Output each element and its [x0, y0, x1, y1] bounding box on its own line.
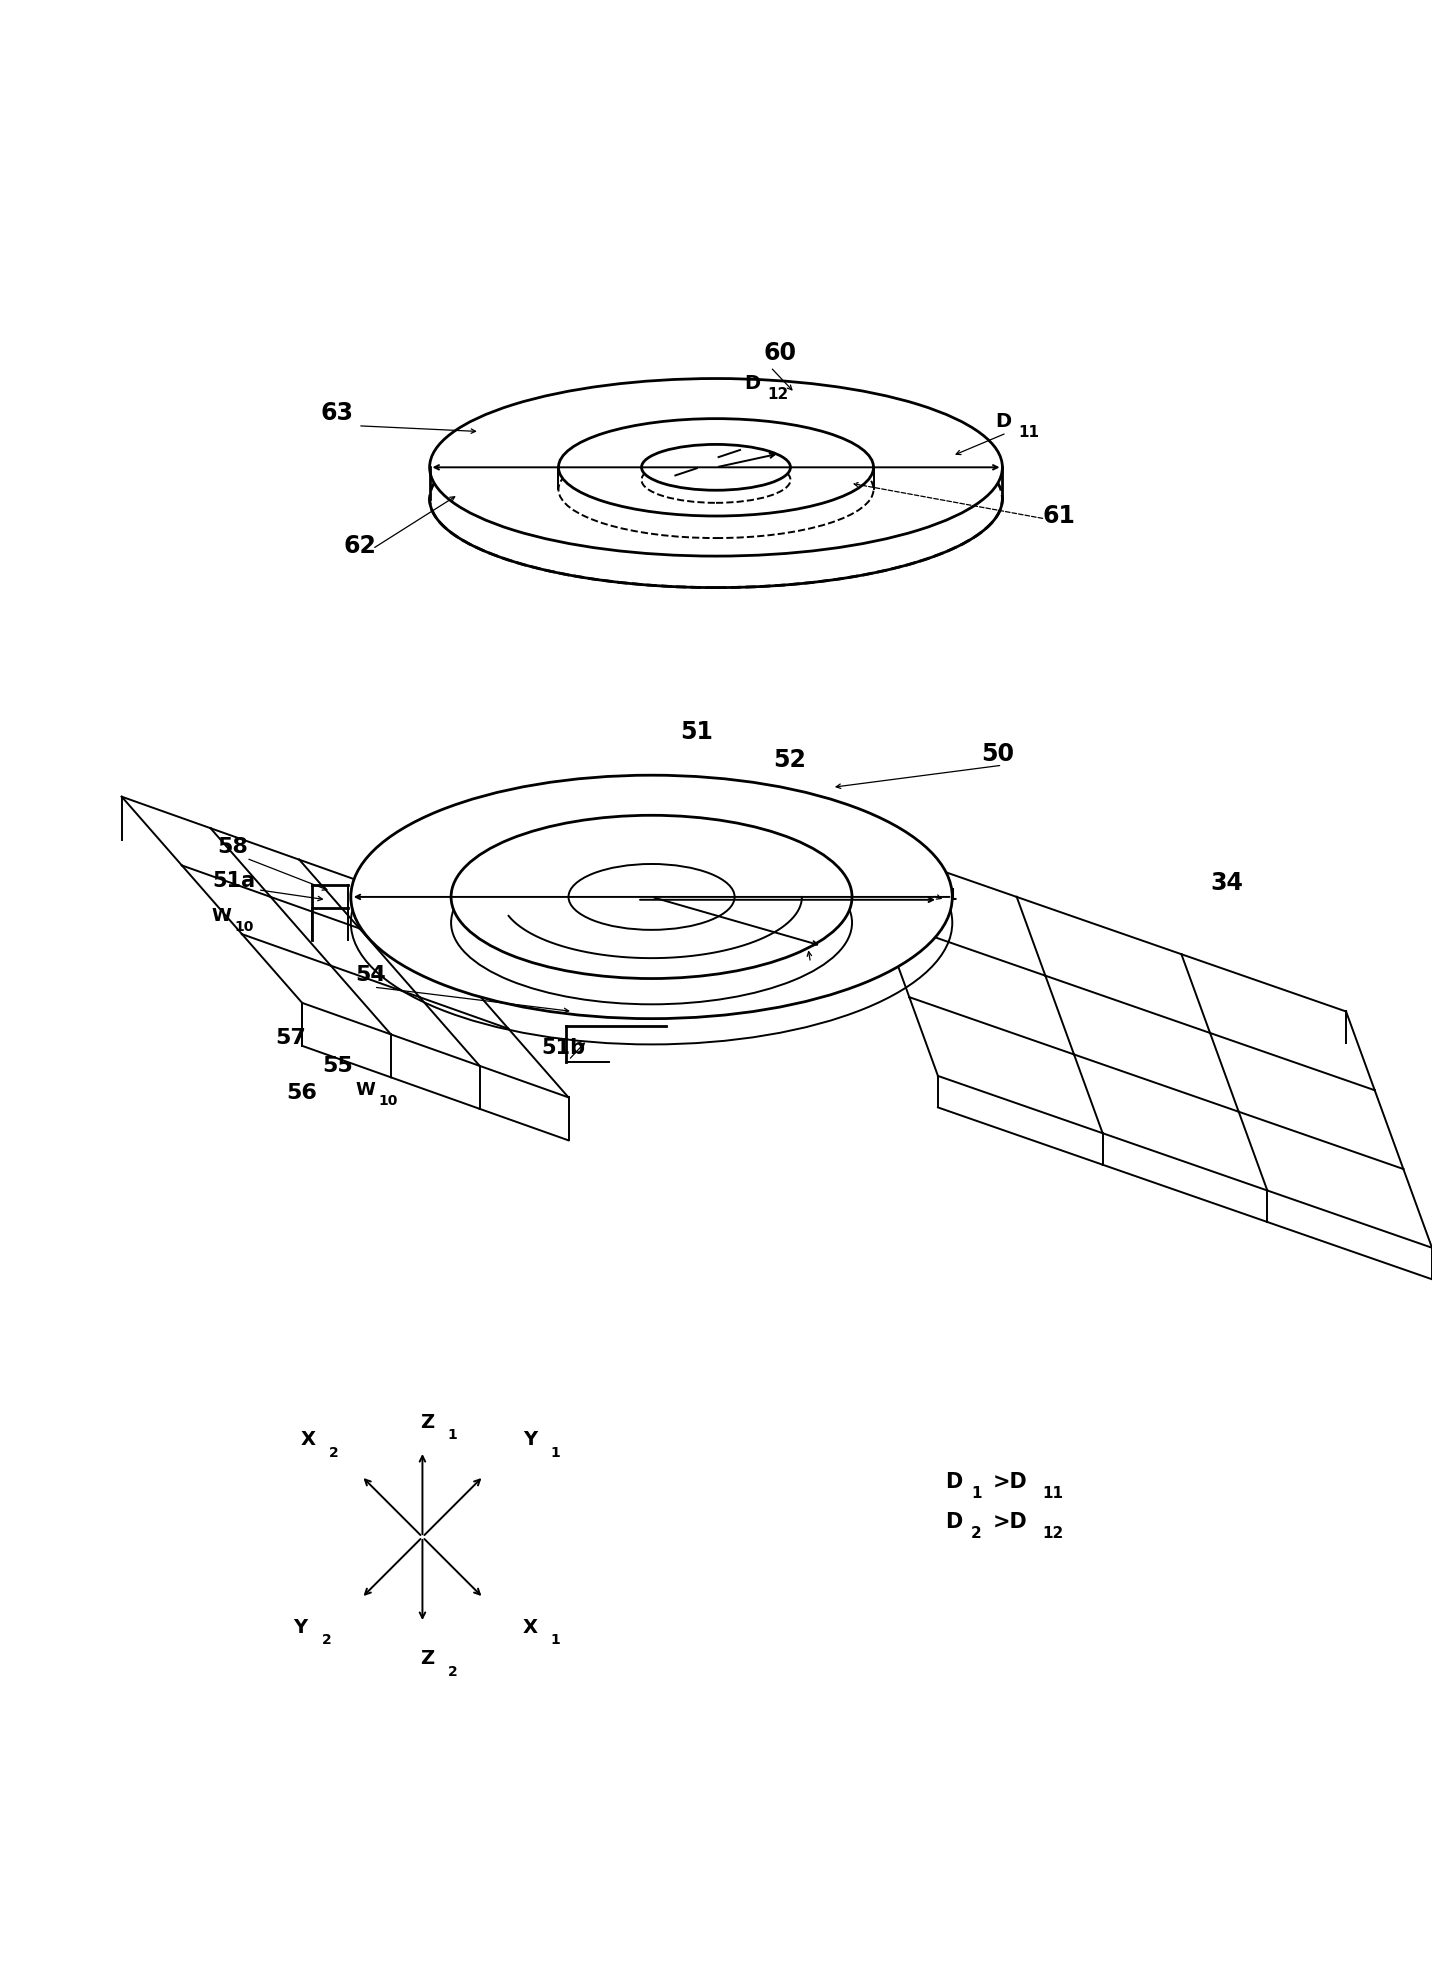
Text: 51: 51: [680, 721, 713, 744]
Text: 1: 1: [971, 1487, 981, 1501]
Text: D: D: [995, 412, 1011, 432]
Text: Y: Y: [294, 1618, 308, 1637]
Text: D: D: [945, 1513, 962, 1533]
Text: 1: 1: [947, 887, 957, 903]
Text: D: D: [924, 875, 939, 893]
Text: 55: 55: [322, 1055, 352, 1075]
Text: D: D: [802, 942, 818, 960]
Text: 2: 2: [825, 954, 836, 970]
Text: 57: 57: [275, 1028, 306, 1049]
Text: 2: 2: [971, 1527, 982, 1542]
Text: 50: 50: [981, 742, 1014, 766]
Ellipse shape: [351, 776, 952, 1018]
Text: D: D: [945, 1473, 962, 1493]
Text: 10: 10: [378, 1093, 398, 1107]
Text: W: W: [212, 907, 232, 925]
Ellipse shape: [642, 444, 790, 491]
Text: 62: 62: [344, 535, 377, 558]
Text: >D: >D: [992, 1513, 1027, 1533]
Text: Z: Z: [420, 1414, 434, 1432]
Ellipse shape: [430, 378, 1002, 556]
Ellipse shape: [558, 418, 874, 517]
Text: 53: 53: [594, 814, 627, 838]
Text: 56: 56: [286, 1083, 318, 1103]
Text: W: W: [355, 1081, 375, 1099]
Text: 2: 2: [448, 1665, 457, 1679]
Text: X: X: [523, 1618, 537, 1637]
Text: 12: 12: [1042, 1527, 1064, 1542]
Text: 58: 58: [218, 836, 249, 857]
Text: 2: 2: [322, 1634, 331, 1647]
Text: 60: 60: [763, 341, 798, 364]
Text: 61: 61: [1042, 505, 1075, 529]
Text: X: X: [301, 1430, 315, 1449]
Ellipse shape: [569, 863, 735, 931]
Text: 51a: 51a: [212, 871, 255, 891]
Text: 1: 1: [448, 1428, 457, 1441]
Text: 12: 12: [768, 386, 789, 402]
Text: 11: 11: [1018, 426, 1040, 440]
Text: 34: 34: [1210, 871, 1243, 895]
Text: 54: 54: [355, 966, 385, 986]
Text: Z: Z: [420, 1649, 434, 1669]
Text: 52: 52: [773, 748, 806, 772]
Text: 10: 10: [235, 921, 255, 935]
Text: 2: 2: [329, 1445, 338, 1459]
Text: D: D: [745, 374, 760, 392]
Ellipse shape: [451, 816, 852, 978]
Text: Y: Y: [523, 1430, 537, 1449]
Text: 51b: 51b: [541, 1038, 586, 1059]
Text: 1: 1: [551, 1634, 560, 1647]
Text: 11: 11: [1042, 1487, 1064, 1501]
Text: 63: 63: [319, 402, 354, 426]
Text: 1: 1: [551, 1445, 560, 1459]
Text: >D: >D: [992, 1473, 1027, 1493]
